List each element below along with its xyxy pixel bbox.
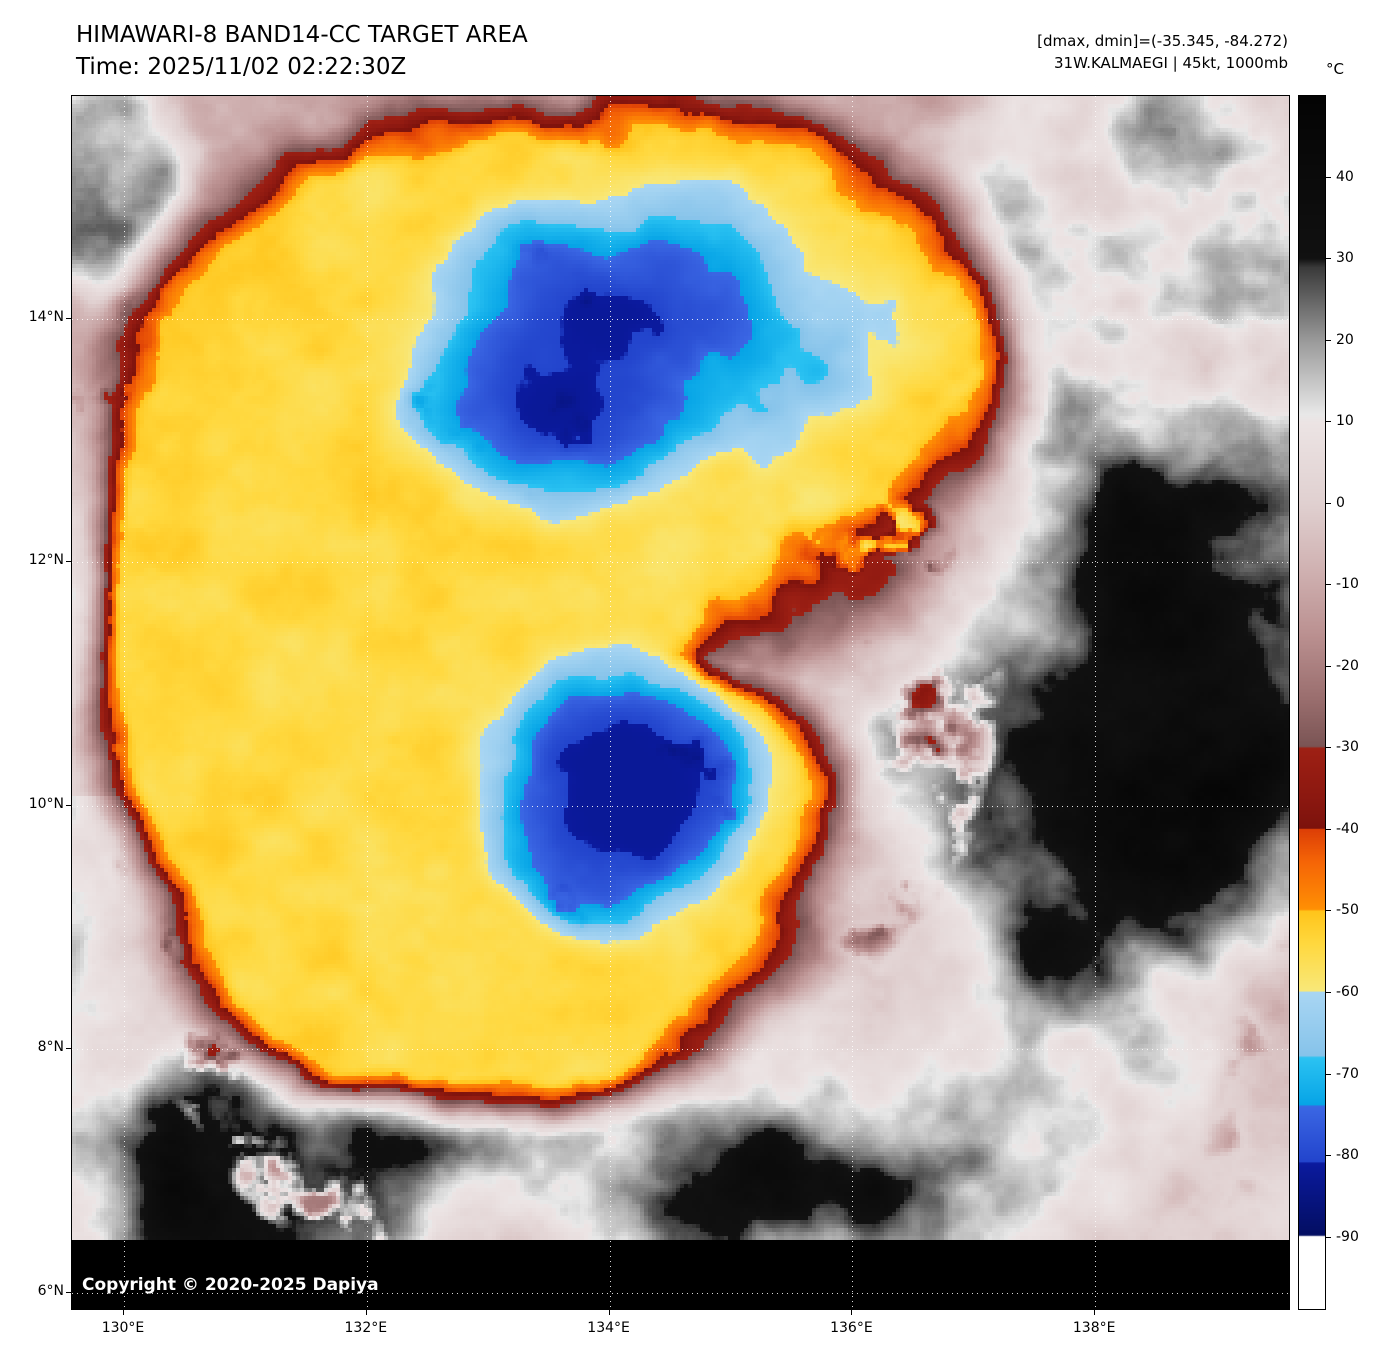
lat-axis-tick <box>66 1048 71 1050</box>
colorbar-tick-label: -60 <box>1336 983 1359 1000</box>
lat-tick-label: 8°N <box>37 1039 64 1056</box>
lat-tick-label: 12°N <box>28 552 64 569</box>
colorbar <box>1298 95 1326 1310</box>
colorbar-tick-label: 20 <box>1336 331 1354 348</box>
lon-tick-label: 136°E <box>830 1320 873 1336</box>
colorbar-tick <box>1326 421 1331 423</box>
colorbar-tick-label: 40 <box>1336 168 1354 185</box>
lat-axis-tick <box>66 561 71 563</box>
colorbar-tick-label: 30 <box>1336 250 1354 267</box>
lon-tick-label: 134°E <box>587 1320 630 1336</box>
gridline-lon <box>366 96 368 1309</box>
colorbar-tick <box>1326 665 1331 667</box>
gridline-lat <box>72 319 1289 320</box>
lat-tick-label: 10°N <box>28 795 64 812</box>
gridline-lat <box>72 562 1289 564</box>
figure-title: HIMAWARI-8 BAND14-CC TARGET AREA <box>76 22 528 48</box>
colorbar-tick-label: -70 <box>1336 1065 1359 1082</box>
figure-time-label: Time: 2025/11/02 02:22:30Z <box>76 54 407 80</box>
colorbar-tick-label: -40 <box>1336 820 1359 837</box>
colorbar-tick <box>1326 339 1331 341</box>
colorbar-tick <box>1326 584 1331 586</box>
colorbar-tick <box>1326 910 1331 912</box>
lon-axis-tick <box>608 1310 610 1315</box>
lon-axis-tick <box>123 1310 124 1315</box>
gridline-lon <box>852 96 854 1309</box>
lat-axis-tick <box>66 1291 71 1293</box>
satellite-image-canvas <box>72 96 1289 1309</box>
lon-tick-label: 130°E <box>101 1320 145 1336</box>
lat-tick-label: 14°N <box>28 309 64 325</box>
lon-tick-label: 132°E <box>344 1320 388 1336</box>
lat-tick-label: 6°N <box>37 1282 64 1299</box>
gridline-lon <box>609 96 611 1309</box>
colorbar-tick-label: -10 <box>1336 576 1359 593</box>
colorbar-tick <box>1326 1073 1331 1075</box>
lat-axis-tick <box>66 804 71 806</box>
gridline-lat <box>72 1049 1289 1051</box>
gridline-lon <box>124 96 125 1309</box>
colorbar-unit-label: °C <box>1326 60 1344 78</box>
colorbar-tick <box>1326 747 1331 749</box>
colorbar-tick-label: 0 <box>1336 494 1345 511</box>
colorbar-tick-label: -50 <box>1336 902 1359 919</box>
lat-axis-tick <box>66 318 71 319</box>
gridline-lon <box>1095 96 1097 1309</box>
lon-axis-tick <box>1094 1310 1096 1315</box>
colorbar-tick-label: -30 <box>1336 739 1359 756</box>
colorbar-tick <box>1326 1155 1331 1157</box>
colorbar-tick-label: -80 <box>1336 1147 1359 1164</box>
colorbar-gradient-canvas <box>1299 96 1325 1309</box>
storm-info-label: 31W.KALMAEGI | 45kt, 1000mb <box>1054 54 1288 72</box>
lon-tick-label: 138°E <box>1072 1320 1116 1336</box>
colorbar-tick <box>1326 828 1331 830</box>
dmax-dmin-label: [dmax, dmin]=(-35.345, -84.272) <box>1037 32 1288 50</box>
lon-axis-tick <box>365 1310 367 1315</box>
colorbar-tick-label: -90 <box>1336 1228 1359 1245</box>
colorbar-tick <box>1326 991 1331 993</box>
gridline-lat <box>72 805 1289 807</box>
colorbar-tick-label: 10 <box>1336 413 1354 430</box>
colorbar-tick-label: -20 <box>1336 657 1359 674</box>
gridline-lat <box>72 1292 1289 1294</box>
map-plot-area: Copyright © 2020-2025 Dapiya <box>71 95 1290 1310</box>
copyright-label: Copyright © 2020-2025 Dapiya <box>82 1275 379 1295</box>
colorbar-tick <box>1326 502 1331 504</box>
colorbar-tick <box>1326 258 1331 260</box>
colorbar-tick <box>1326 176 1331 178</box>
lon-axis-tick <box>851 1310 853 1315</box>
colorbar-tick <box>1326 1236 1331 1238</box>
